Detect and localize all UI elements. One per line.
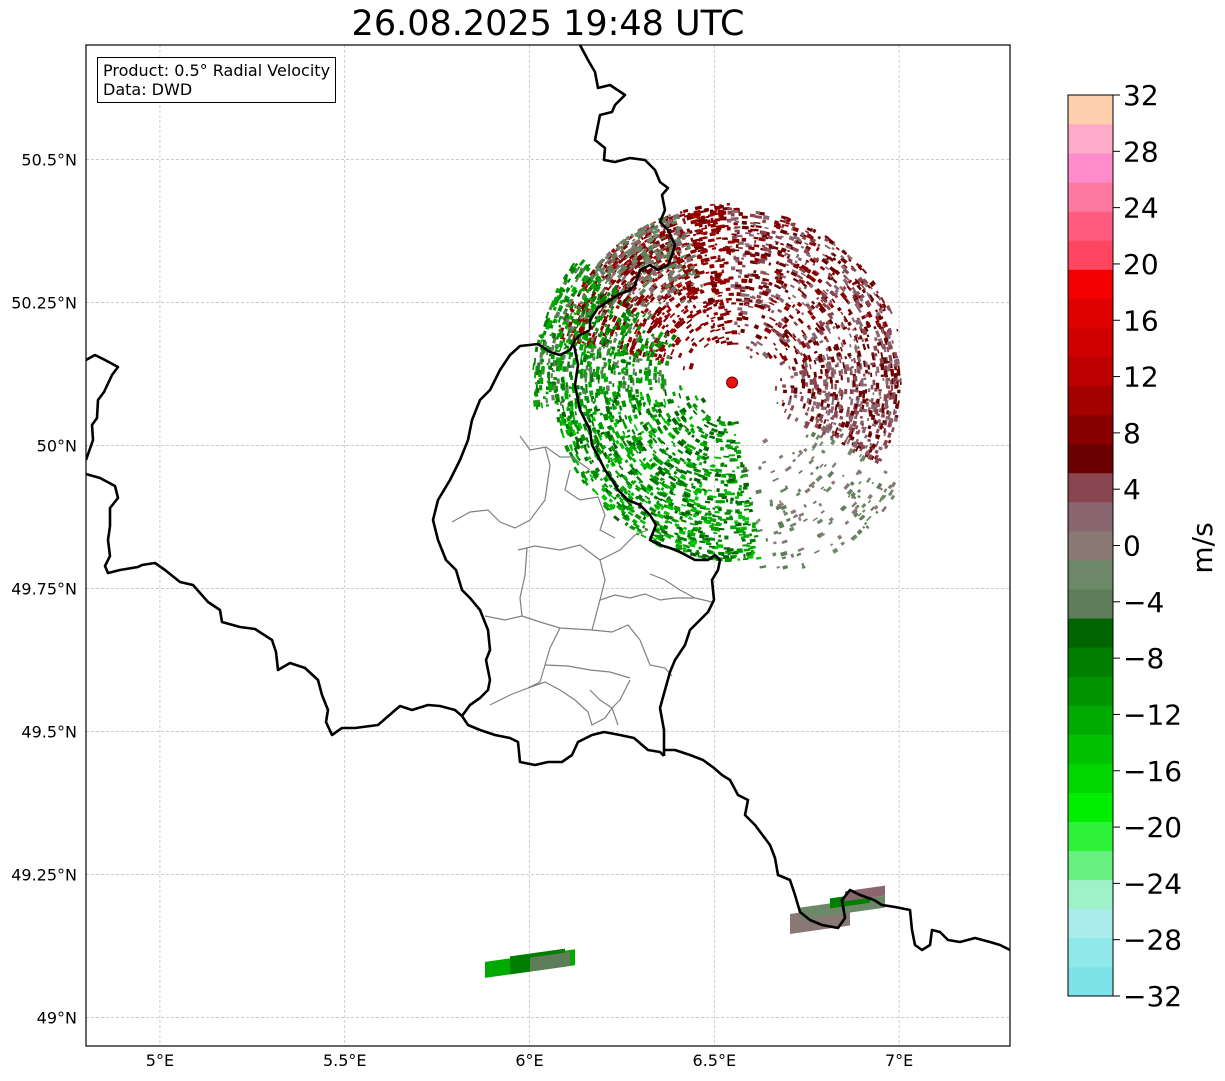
colorbar-segment [1068,385,1113,416]
colorbar-segment [1068,211,1113,241]
map-area[interactable] [86,45,1010,1046]
colorbar-label: m/s [1186,522,1219,573]
colorbar-segment [1068,124,1113,154]
colorbar-tick-label: −20 [1123,811,1182,844]
colorbar-segment [1068,792,1113,823]
colorbar-tick-label: −12 [1123,698,1182,731]
radar-site-marker[interactable] [726,376,739,389]
lat-tick-label: 50.5°N [21,150,77,169]
longitude-tick-labels: 5°E 5.5°E 6°E 6.5°E 7°E [146,1051,913,1070]
map-frame [85,44,1011,1047]
colorbar-segment [1068,676,1113,706]
lat-tick-label: 49.75°N [11,579,77,598]
lat-tick-label: 50.25°N [11,293,77,312]
colorbar-tick-label: −32 [1123,980,1182,1013]
colorbar-segment [1068,937,1113,968]
colorbar-tick-label: −28 [1123,924,1182,957]
colorbar-tick-label: −24 [1123,867,1182,900]
map-title: 26.08.2025 19:48 UTC [351,4,745,44]
colorbar-tick-label: 32 [1123,79,1159,112]
colorbar-segment [1068,298,1113,328]
colorbar-tick-label: 28 [1123,135,1159,168]
lon-tick-label: 7°E [885,1051,913,1070]
lon-tick-label: 6°E [515,1051,543,1070]
lat-tick-label: 49°N [37,1008,77,1027]
latitude-tick-labels: 50.5°N 50.25°N 50°N 49.75°N 49.5°N 49.25°N 49°… [11,150,77,1027]
colorbar-tick-label: 24 [1123,192,1159,225]
colorbar-tick-label: 0 [1123,530,1141,563]
colorbar-segment [1068,734,1113,764]
colorbar-segment [1068,763,1113,793]
lat-tick-label: 49.5°N [21,722,77,741]
colorbar-segment [1068,153,1113,183]
colorbar [1067,94,1120,997]
lon-tick-label: 5.5°E [323,1051,367,1070]
colorbar-segment [1068,966,1113,997]
colorbar-segment [1068,356,1113,387]
colorbar-segment [1068,850,1113,881]
colorbar-segment [1068,472,1113,503]
colorbar-tick-label: −16 [1123,755,1182,788]
colorbar-segment [1068,269,1113,299]
colorbar-segment [1068,821,1113,852]
colorbar-segment [1068,618,1113,648]
colorbar-tick-label: −8 [1123,642,1164,675]
colorbar-segment [1068,414,1113,445]
colorbar-tick-label: −4 [1123,586,1164,619]
colorbar-segment [1068,530,1113,561]
lon-tick-label: 6.5°E [693,1051,737,1070]
colorbar-tick-label: 4 [1123,473,1141,506]
colorbar-segment [1068,501,1113,532]
colorbar-segment [1068,879,1113,910]
product-info-box: Product: 0.5° Radial Velocity Data: DWD [97,57,337,103]
lat-tick-label: 50°N [37,436,77,455]
colorbar-segment [1068,182,1113,212]
colorbar-segment [1068,443,1113,474]
colorbar-segment [1068,705,1113,735]
colorbar-tick-label: 8 [1123,417,1141,450]
lat-tick-label: 49.25°N [11,865,77,884]
colorbar-segment [1068,95,1113,125]
colorbar-segment [1068,589,1113,619]
colorbar-tick-label: 12 [1123,361,1159,394]
lon-tick-label: 5°E [146,1051,174,1070]
colorbar-tick-label: 16 [1123,304,1159,337]
colorbar-tick-label: 20 [1123,248,1159,281]
region-boundaries [451,435,713,726]
colorbar-segment [1068,647,1113,677]
colorbar-segment [1068,560,1113,590]
colorbar-segment [1068,908,1113,939]
product-label: Product: 0.5° Radial Velocity [103,61,331,80]
colorbar-tick-labels: 32 28 24 20 16 12 8 4 0 −4 −8 −12 −16 −20 −24 −28 −32 [1123,79,1182,1013]
colorbar-segment [1068,327,1113,357]
colorbar-segment [1068,240,1113,270]
data-source-label: Data: DWD [103,80,193,99]
country-borders [86,45,1010,952]
